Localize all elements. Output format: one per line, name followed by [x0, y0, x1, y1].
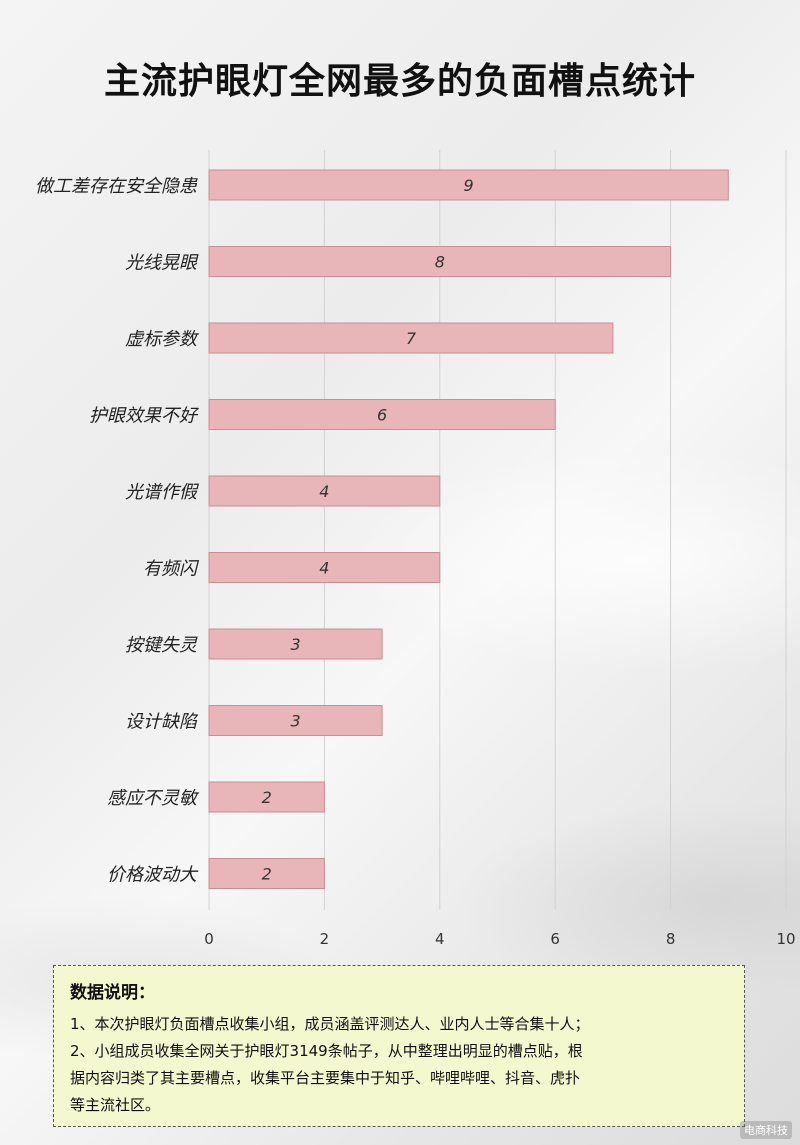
- data-label: 4: [319, 482, 329, 501]
- data-label: 6: [377, 406, 387, 425]
- bar: [208, 705, 383, 736]
- category-label: 做工差存在安全隐患: [35, 176, 198, 197]
- bar: [208, 552, 441, 583]
- bar: [208, 858, 325, 889]
- x-tick-label: 6: [550, 930, 560, 948]
- category-label: 光线晃眼: [125, 253, 199, 274]
- bar: [208, 322, 614, 354]
- data-label: 3: [290, 635, 300, 654]
- data-label: 4: [319, 559, 329, 578]
- page-title: 主流护眼灯全网最多的负面槽点统计: [103, 61, 696, 102]
- notes-line: 1、本次护眼灯负面槽点收集小组，成员涵盖评测达人、业内人士等合集十人；: [70, 1015, 590, 1033]
- bar: [208, 169, 729, 201]
- category-label: 设计缺陷: [125, 712, 199, 733]
- x-tick-label: 2: [320, 930, 330, 948]
- bar: [208, 399, 556, 430]
- notes-line: 2、小组成员收集全网关于护眼灯3149条帖子，从中整理出明显的槽点贴，根: [70, 1042, 583, 1060]
- data-label: 2: [262, 788, 272, 807]
- category-label: 价格波动大: [107, 865, 199, 886]
- notes-line: 等主流社区。: [70, 1096, 161, 1114]
- category-label: 按键失灵: [125, 635, 198, 656]
- x-tick-label: 10: [776, 930, 795, 948]
- data-label: 9: [464, 176, 474, 195]
- notes-heading: 数据说明：: [70, 983, 155, 1003]
- bar: [208, 781, 325, 813]
- data-label: 8: [435, 253, 445, 272]
- x-tick-label: 0: [204, 930, 214, 948]
- category-label: 虚标参数: [125, 329, 199, 350]
- x-tick-label: 4: [435, 930, 445, 948]
- data-label: 2: [262, 865, 272, 884]
- category-label: 感应不灵敏: [107, 788, 200, 809]
- notes-line: 据内容归类了其主要槽点，收集平台主要集中于知乎、哔哩哔哩、抖音、虎扑: [70, 1069, 581, 1087]
- bar: [208, 628, 383, 660]
- data-label: 3: [290, 712, 300, 731]
- x-tick-label: 8: [666, 930, 676, 948]
- bar: [208, 246, 672, 277]
- category-label: 有频闪: [143, 559, 200, 580]
- watermark: 电商科技: [740, 1121, 792, 1139]
- category-label: 光谱作假: [125, 482, 200, 503]
- category-label: 护眼效果不好: [89, 406, 200, 427]
- data-notes-box: 数据说明： 1、本次护眼灯负面槽点收集小组，成员涵盖评测达人、业内人士等合集十人…: [53, 965, 745, 1127]
- data-label: 7: [406, 329, 417, 348]
- bar-chart: 0 2 4 6 8 10 9 做工差存在安全隐患 8 光线晃眼 7 虚标参数 6 护眼效果不好 4 光谱作假 4…: [35, 150, 796, 948]
- bar: [208, 475, 441, 507]
